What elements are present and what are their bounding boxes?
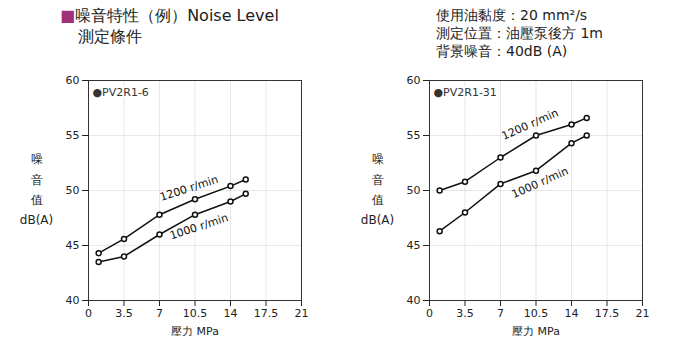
svg-text:14: 14 — [565, 307, 579, 320]
svg-text:21: 21 — [295, 307, 309, 320]
svg-text:21: 21 — [636, 307, 650, 320]
svg-text:●PV2R1-6: ●PV2R1-6 — [93, 86, 149, 99]
svg-text:55: 55 — [407, 129, 421, 142]
svg-text:50: 50 — [66, 184, 80, 197]
svg-text:7: 7 — [497, 307, 504, 320]
svg-text:壓力 MPa: 壓力 MPa — [512, 325, 560, 338]
svg-text:●PV2R1-31: ●PV2R1-31 — [434, 86, 497, 99]
svg-text:3.5: 3.5 — [115, 307, 133, 320]
svg-text:17.5: 17.5 — [254, 307, 279, 320]
svg-text:10.5: 10.5 — [524, 307, 549, 320]
svg-text:噪音值dB(A): 噪音值dB(A) — [361, 152, 394, 227]
html-text:測定條件: 測定條件 — [78, 27, 142, 46]
svg-text:1000 r/min: 1000 r/min — [510, 164, 571, 200]
svg-text:1200 r/min: 1200 r/min — [500, 106, 561, 142]
svg-text:55: 55 — [66, 129, 80, 142]
svg-text:45: 45 — [407, 239, 421, 252]
svg-text:3.5: 3.5 — [456, 307, 474, 320]
svg-text:噪音值dB(A): 噪音值dB(A) — [20, 152, 53, 227]
svg-text:17.5: 17.5 — [595, 307, 620, 320]
html-text:背景噪音：40dB (A): 背景噪音：40dB (A) — [436, 43, 568, 59]
svg-text:1200 r/min: 1200 r/min — [158, 173, 220, 204]
svg-text:壓力 MPa: 壓力 MPa — [171, 325, 219, 338]
svg-text:40: 40 — [407, 294, 421, 307]
svg-text:0: 0 — [426, 307, 433, 320]
svg-text:60: 60 — [407, 74, 421, 87]
svg-text:50: 50 — [407, 184, 421, 197]
svg-text:40: 40 — [66, 294, 80, 307]
svg-text:60: 60 — [66, 74, 80, 87]
html-text:測定位置：油壓泵後方 1m: 測定位置：油壓泵後方 1m — [436, 25, 603, 41]
svg-text:14: 14 — [224, 307, 238, 320]
svg-text:0: 0 — [85, 307, 92, 320]
svg-text:1000 r/min: 1000 r/min — [168, 211, 230, 242]
html-text:使用油黏度：20 mm²/s: 使用油黏度：20 mm²/s — [436, 7, 588, 23]
svg-text:7: 7 — [156, 307, 163, 320]
svg-text:45: 45 — [66, 239, 80, 252]
svg-text:10.5: 10.5 — [183, 307, 208, 320]
html-text:■噪音特性（例）Noise Level: ■噪音特性（例）Noise Level — [60, 6, 279, 25]
